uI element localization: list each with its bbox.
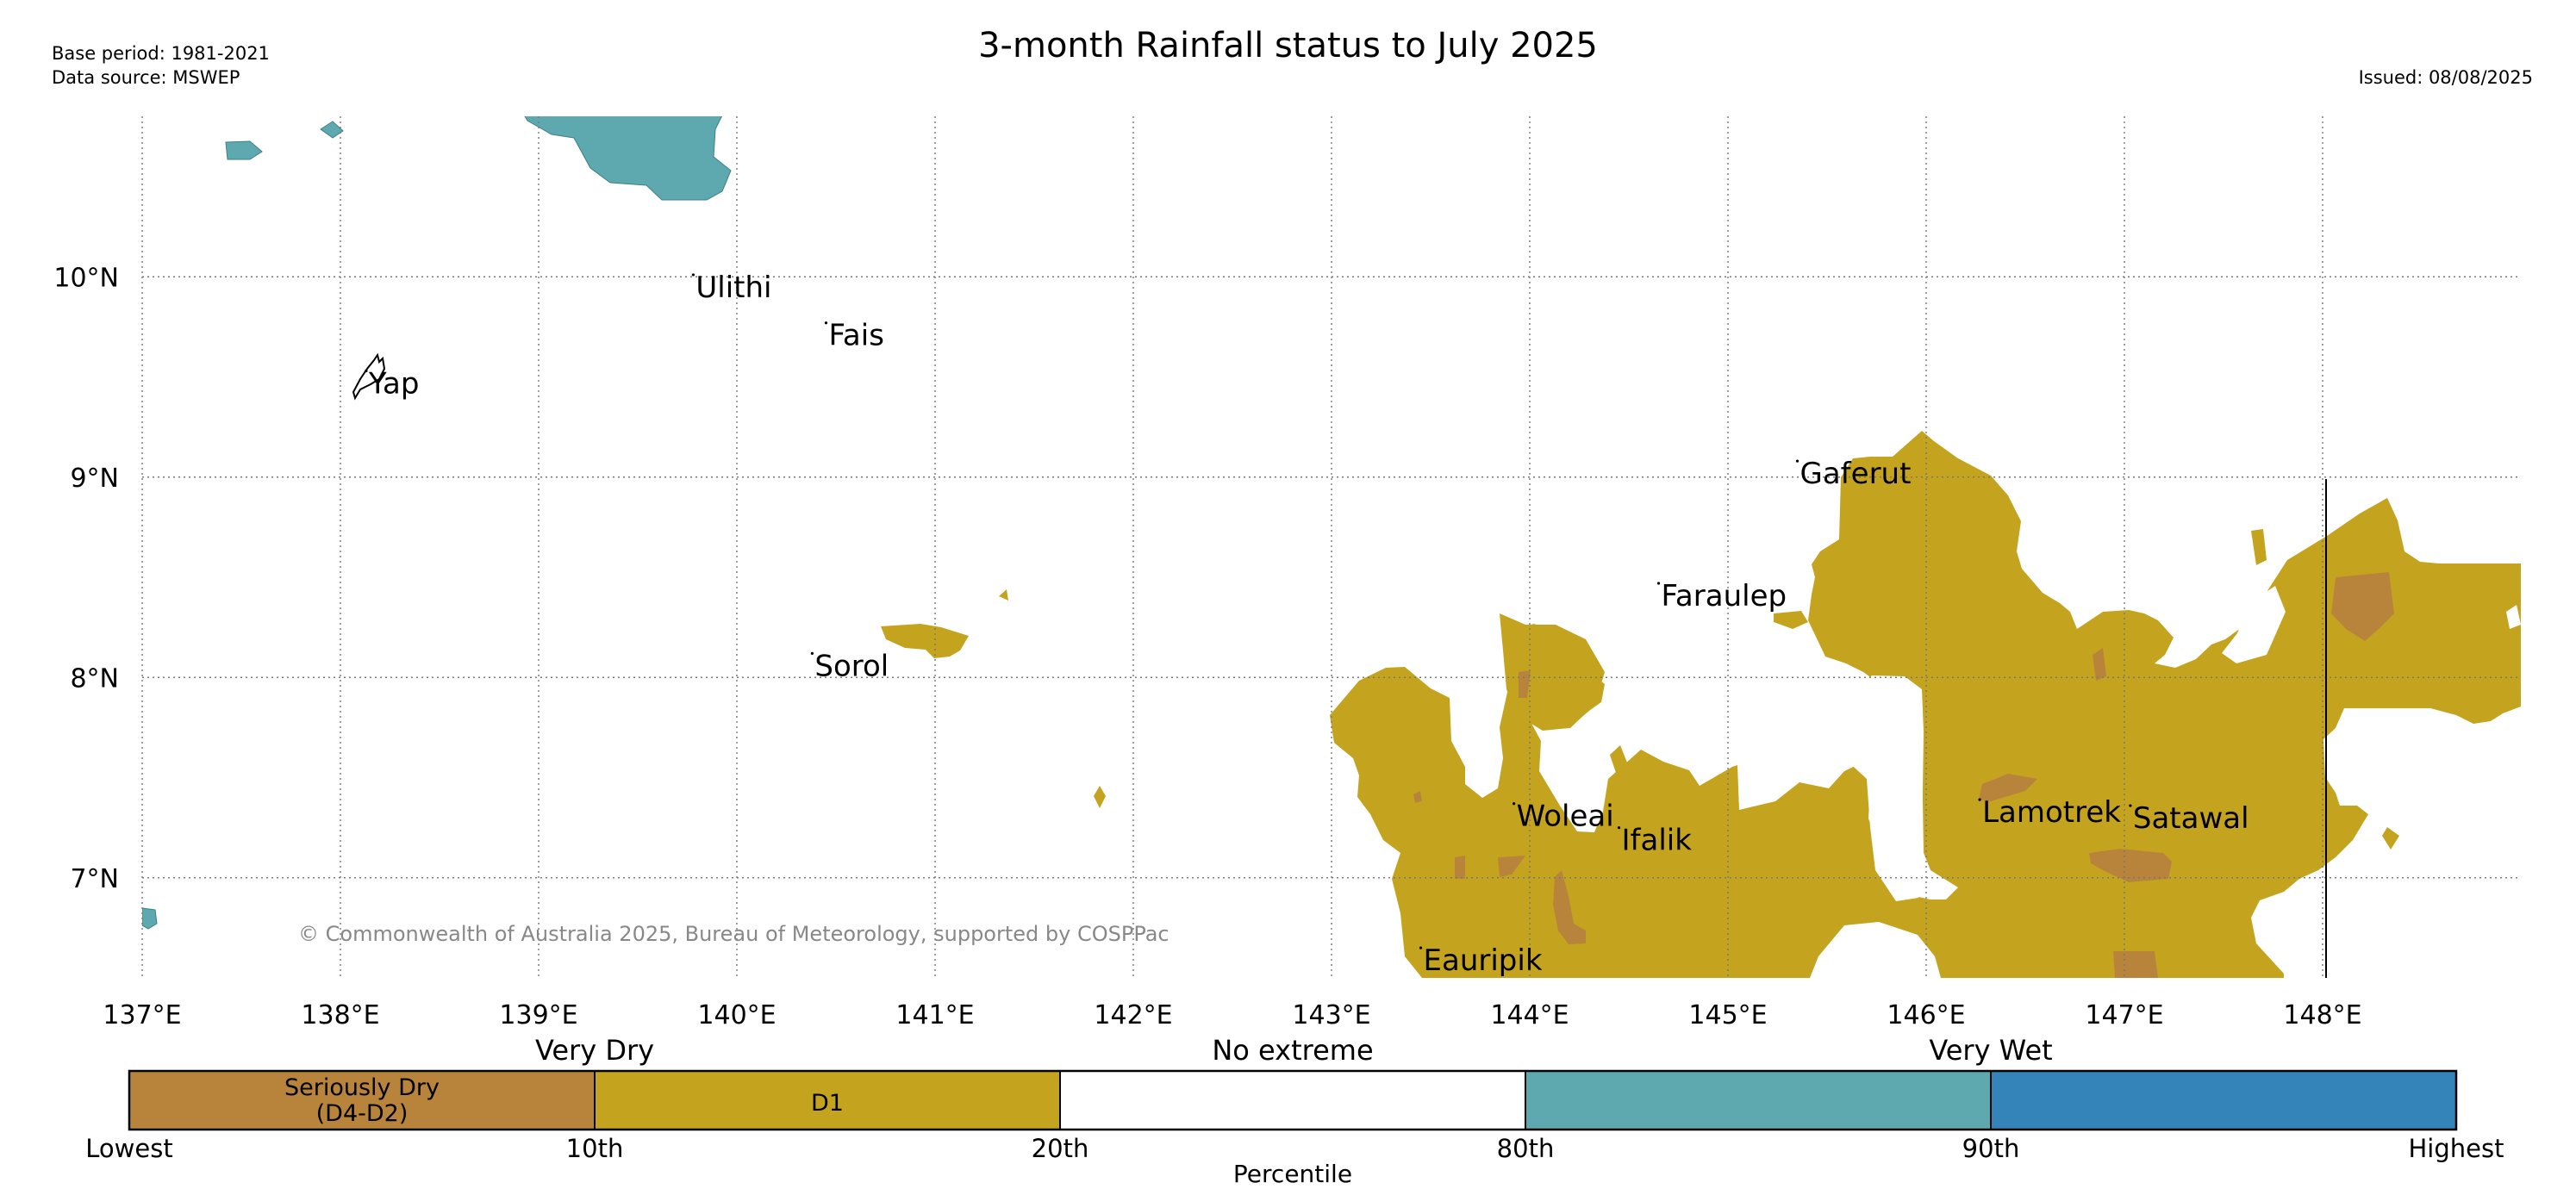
lat-tick-label: 10°N: [53, 263, 119, 293]
legend-segment: [1990, 1070, 2457, 1130]
issued-date-text: Issued: 08/08/2025: [2358, 67, 2533, 88]
dry-area-dot-1: [999, 589, 1008, 601]
no-extreme-hole-1: [1844, 675, 1930, 901]
longitude-labels: 137°E 138°E 139°E 140°E 141°E 142°E 143°E 144°E…: [103, 1000, 2361, 1030]
legend-segment: [1059, 1070, 1526, 1130]
lon-tick-label: 147°E: [2085, 1000, 2163, 1030]
island-marker: [1513, 802, 1516, 806]
map-title: 3-month Rainfall status to July 2025: [978, 26, 1598, 65]
island-label: Gaferut: [1800, 457, 1912, 491]
lon-tick-label: 148°E: [2283, 1000, 2361, 1030]
lon-tick-label: 140°E: [697, 1000, 776, 1030]
island-marker: [365, 369, 368, 373]
seriously-dry-patch-7: [1455, 856, 1465, 879]
island-label: Lamotrek: [1982, 795, 2121, 830]
legend-tick-label: Highest: [2409, 1134, 2504, 1163]
dry-area-north-blob: [1500, 613, 1605, 731]
seriously-dry-patch-4: [2113, 951, 2158, 978]
island-marker: [1795, 459, 1799, 463]
wet-area-small-3: [142, 907, 158, 930]
island-label: Satawal: [2133, 801, 2249, 836]
seriously-dry-patch-8: [2093, 648, 2106, 681]
map-gridlines: [141, 116, 2521, 978]
wet-area-small-2: [320, 121, 344, 139]
island-marker: [824, 321, 828, 325]
lon-tick-label: 145°E: [1688, 1000, 1767, 1030]
island-marker: [1978, 798, 1981, 801]
legend-tick-label: 10th: [566, 1134, 624, 1163]
dry-area-small-sorol: [881, 624, 969, 658]
lat-tick-label: 9°N: [70, 464, 119, 494]
yap-island-outline: [352, 352, 386, 401]
dry-area-small-faraulep: [1774, 611, 1808, 629]
island-label: Faraulep: [1662, 579, 1787, 613]
legend-tick-label: 90th: [1962, 1134, 2020, 1163]
seriously-dry-patch-9: [1519, 670, 1531, 698]
island-labels: Ulithi Fais Yap Gaferut Faraulep Sorol WoleaiI…: [365, 271, 2249, 978]
lon-tick-label: 144°E: [1490, 1000, 1569, 1030]
dry-area-small-east-2: [2382, 827, 2399, 850]
lon-tick-label: 137°E: [103, 1000, 181, 1030]
legend-group-no-extreme: No extreme: [1212, 1034, 1373, 1067]
lon-tick-label: 143°E: [1292, 1000, 1370, 1030]
island-marker: [1419, 946, 1423, 949]
island-label: Eauripik: [1424, 943, 1543, 978]
island-label: Ulithi: [695, 271, 771, 305]
legend-segment: [594, 1070, 1061, 1130]
legend-tick-label: 20th: [1032, 1134, 1089, 1163]
island-label: Fais: [829, 319, 884, 353]
seriously-dry-patch-5: [1553, 870, 1586, 944]
legend-group-very-wet: Very Wet: [1929, 1034, 2052, 1067]
legend-tick-label: Lowest: [85, 1134, 172, 1163]
latitude-labels: 10°N 9°N 8°N 7°N: [53, 263, 119, 894]
island-marker: [810, 651, 814, 655]
no-extreme-hole-3: [2506, 605, 2521, 629]
wet-area-small-1: [225, 140, 263, 160]
legend-segment-label: Seriously Dry: [284, 1074, 440, 1101]
legend-axis-label: Percentile: [1233, 1160, 1352, 1188]
lon-tick-label: 142°E: [1094, 1000, 1172, 1030]
island-label: Sorol: [814, 649, 889, 683]
island-label: Ifalik: [1622, 824, 1693, 858]
legend-segment-label: D1: [811, 1090, 844, 1117]
seriously-dry-patch-10: [1413, 791, 1422, 803]
island-marker: [1617, 826, 1621, 830]
dry-area-east: [1330, 431, 2521, 978]
rainfall-status-areas: [142, 116, 2521, 978]
copyright-text: © Commonwealth of Australia 2025, Bureau…: [298, 922, 1169, 946]
no-extreme-hole-2: [2222, 586, 2286, 663]
seriously-dry-patch-1: [2331, 572, 2394, 641]
lat-tick-label: 7°N: [70, 864, 119, 894]
base-period-text: Base period: 1981-2021: [52, 43, 270, 64]
lon-tick-label: 138°E: [301, 1000, 379, 1030]
seriously-dry-patch-3: [2089, 849, 2172, 882]
legend-tick-label: 80th: [1497, 1134, 1555, 1163]
seriously-dry-patch-6: [1498, 856, 1525, 877]
lon-tick-label: 139°E: [499, 1000, 577, 1030]
seriously-dry-patch-2: [1979, 774, 2037, 801]
legend-bar: Seriously Dry(D4-D2) D1: [128, 1069, 2458, 1131]
legend-segment: [128, 1070, 596, 1130]
legend-group-very-dry: Very Dry: [535, 1034, 654, 1067]
dry-area-small-144: [1610, 745, 1629, 775]
legend-segment: [1525, 1070, 1992, 1130]
color-legend: Very Dry No extreme Very Wet Seriously D…: [85, 1034, 2504, 1188]
island-marker: [2129, 804, 2132, 807]
lon-tick-label: 141°E: [895, 1000, 974, 1030]
data-source-text: Data source: MSWEP: [52, 67, 240, 88]
legend-segment-label: (D4-D2): [316, 1100, 409, 1127]
legend-border: [128, 1069, 2458, 1131]
island-label: Woleai: [1517, 800, 1614, 834]
dry-area-dot-2: [1094, 786, 1106, 808]
wet-area-north: [524, 116, 732, 201]
island-marker: [691, 273, 695, 277]
lon-tick-label: 146°E: [1887, 1000, 1965, 1030]
dry-area-small-east-1: [2251, 529, 2267, 565]
lat-tick-label: 8°N: [70, 663, 119, 694]
legend-ticks: Lowest 10th 20th 80th 90th Highest: [85, 1134, 2504, 1163]
island-marker: [1656, 582, 1661, 585]
island-label: Yap: [368, 367, 420, 402]
